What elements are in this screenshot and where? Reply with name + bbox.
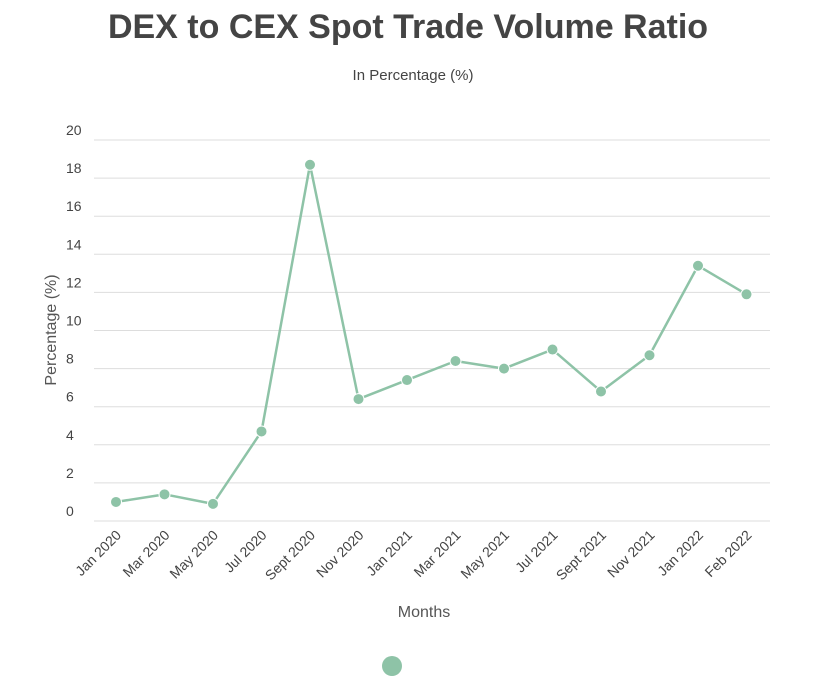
legend xyxy=(0,656,790,676)
y-tick-label: 2 xyxy=(66,465,74,481)
x-tick-label: May 2020 xyxy=(166,527,221,582)
y-tick-label: 16 xyxy=(66,198,82,214)
x-tick-label: Jul 2020 xyxy=(221,527,270,576)
x-tick-label: May 2021 xyxy=(457,527,512,582)
y-axis-title: Percentage (%) xyxy=(43,274,60,385)
x-tick-label: Jan 2021 xyxy=(363,527,415,579)
y-tick-label: 18 xyxy=(66,160,82,176)
legend-swatch[interactable] xyxy=(382,656,402,676)
y-tick-label: 8 xyxy=(66,351,74,367)
data-point[interactable] xyxy=(352,393,365,406)
x-tick-label: Jan 2022 xyxy=(654,527,706,579)
data-point[interactable] xyxy=(740,288,753,301)
chart-subtitle: In Percentage (%) xyxy=(352,67,474,84)
data-point[interactable] xyxy=(110,495,122,508)
data-point[interactable] xyxy=(498,362,510,375)
data-point[interactable] xyxy=(255,425,268,438)
grid-lines xyxy=(94,139,770,522)
x-tick-label: Feb 2022 xyxy=(701,527,754,580)
x-tick-label: Nov 2020 xyxy=(313,527,367,581)
x-tick-label: Mar 2020 xyxy=(119,527,172,580)
y-tick-label: 12 xyxy=(66,274,82,290)
x-tick-label: Mar 2021 xyxy=(410,527,463,580)
y-tick-label: 6 xyxy=(66,389,74,405)
x-tick-label: Sept 2021 xyxy=(553,527,610,584)
y-axis-ticks: 0 2 4 6 8 10 12 14 16 18 20 xyxy=(66,122,82,519)
data-point[interactable] xyxy=(158,488,171,501)
y-tick-label: 10 xyxy=(66,313,82,329)
series-line xyxy=(115,163,748,506)
y-tick-label: 20 xyxy=(66,122,82,138)
x-tick-label: Nov 2021 xyxy=(604,527,658,581)
data-point[interactable] xyxy=(692,259,704,272)
data-point[interactable] xyxy=(207,497,219,510)
y-tick-label: 4 xyxy=(66,427,74,443)
y-tick-label: 14 xyxy=(66,236,82,252)
y-tick-label: 0 xyxy=(66,503,74,519)
series-layer xyxy=(110,158,753,510)
data-point[interactable] xyxy=(401,374,413,387)
x-tick-label: Sept 2020 xyxy=(262,527,319,584)
data-point[interactable] xyxy=(304,158,316,171)
data-point[interactable] xyxy=(449,354,462,367)
x-tick-label: Jul 2021 xyxy=(512,527,561,576)
x-tick-label: Jan 2020 xyxy=(72,527,124,579)
chart-title: DEX to CEX Spot Trade Volume Ratio xyxy=(107,8,709,46)
x-axis-title: Months xyxy=(398,604,450,621)
data-point[interactable] xyxy=(546,343,559,356)
data-point[interactable] xyxy=(643,349,656,362)
data-point[interactable] xyxy=(595,385,607,398)
